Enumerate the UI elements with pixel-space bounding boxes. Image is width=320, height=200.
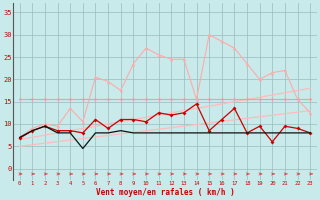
X-axis label: Vent moyen/en rafales ( km/h ): Vent moyen/en rafales ( km/h ) [96, 188, 234, 197]
